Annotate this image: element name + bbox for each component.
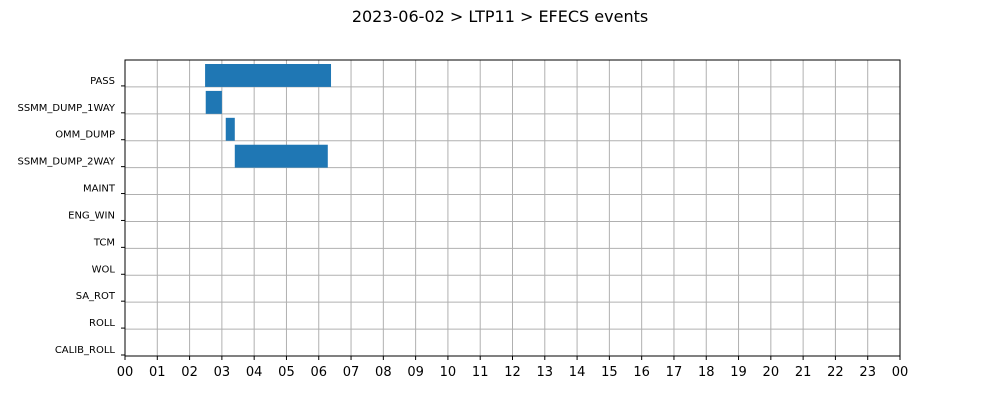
x-tick-label: 18 [698,365,715,380]
y-tick-label: CALIB_ROLL [55,345,116,356]
x-tick-label: 12 [504,365,521,380]
x-tick-label: 00 [892,365,909,380]
event-bar [225,117,235,141]
x-tick-label: 02 [181,365,198,380]
x-tick-label: 22 [827,365,844,380]
x-tick-label: 04 [246,365,263,380]
y-tick-label: PASS [90,76,115,87]
x-tick-label: 14 [569,365,586,380]
x-tick-label: 03 [214,365,231,380]
y-axis-ticks: PASS SSMM_DUMP_1WAY OMM_DUMP SSMM_DUMP_2WAY… [17,76,125,356]
x-tick-label: 10 [440,365,457,380]
y-tick-label: OMM_DUMP [55,130,115,141]
x-tick-label: 17 [666,365,683,380]
x-tick-label: 05 [278,365,295,380]
chart-title: 2023-06-02 > LTP11 > EFECS events [352,7,648,26]
x-tick-label: 23 [859,365,876,380]
event-bar [205,64,332,87]
x-tick-label: 16 [633,365,650,380]
event-bars [205,64,332,168]
event-bar [234,144,328,168]
y-tick-label: SSMM_DUMP_1WAY [17,103,115,114]
grid-lines [124,60,901,356]
x-tick-label: 06 [310,365,327,380]
event-bar [205,90,222,114]
x-tick-label: 15 [601,365,618,380]
y-tick-label: SSMM_DUMP_2WAY [17,157,115,168]
x-tick-label: 21 [795,365,812,380]
x-tick-label: 20 [763,365,780,380]
y-tick-label: SA_ROT [76,291,116,302]
x-tick-label: 07 [343,365,360,380]
y-tick-label: ENG_WIN [68,210,115,221]
y-tick-label: WOL [92,264,116,275]
x-tick-label: 11 [472,365,489,380]
x-tick-label: 09 [407,365,424,380]
y-tick-label: ROLL [89,318,115,329]
x-tick-label: 19 [730,365,747,380]
x-tick-label: 13 [537,365,554,380]
x-tick-label: 08 [375,365,392,380]
x-tick-label: 00 [117,365,134,380]
x-tick-label: 01 [149,365,166,380]
x-axis-ticks: 00 01 02 03 04 05 06 07 08 09 10 11 12 13 14 15 16 17 18 19… [117,356,909,380]
y-tick-label: MAINT [83,184,116,195]
y-tick-label: TCM [93,237,115,248]
